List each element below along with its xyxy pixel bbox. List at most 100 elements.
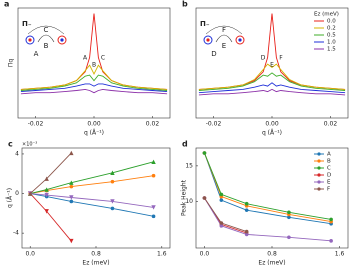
marker: [244, 232, 249, 237]
marker: [44, 209, 49, 214]
inset-schematic: Π₋ FED: [200, 20, 245, 58]
series-line: [20, 88, 168, 95]
series-line: [204, 197, 332, 242]
x-axis-label: Ez (meV): [82, 260, 109, 267]
legend-label: 0.5: [327, 33, 336, 39]
x-tick-label: 0.02: [146, 121, 160, 128]
marker: [69, 150, 74, 156]
marker: [44, 187, 49, 192]
x-axis-label: q (Å⁻¹): [84, 130, 104, 137]
valley-dot: [60, 38, 64, 42]
series-line: [20, 83, 168, 93]
panel-label: a: [4, 0, 9, 9]
marker: [151, 214, 156, 219]
marker: [244, 208, 249, 212]
series-line: [198, 88, 346, 96]
series-line: [204, 152, 332, 220]
inset-arrow: [37, 34, 55, 43]
marker: [219, 192, 224, 197]
legend-marker: [317, 159, 321, 163]
x-tick-label: 0.0: [25, 251, 35, 258]
marker: [110, 206, 115, 211]
marker: [151, 205, 156, 210]
inset-label: A: [34, 50, 39, 58]
legend-marker: [317, 180, 321, 184]
inset-label: F: [222, 26, 226, 34]
series-line: [204, 152, 332, 225]
marker: [219, 224, 224, 228]
series-line: [204, 152, 332, 223]
series-line: [20, 74, 168, 91]
peak-label: B: [92, 62, 96, 69]
x-tick-label: 0.0: [200, 251, 210, 258]
marker: [69, 180, 74, 185]
inset-label: C: [44, 26, 49, 34]
series-line: [30, 175, 154, 194]
x-tick-label: -0.02: [28, 121, 44, 128]
axis-multiplier: ×10⁻³: [22, 142, 37, 148]
legend-marker: [317, 152, 321, 156]
inset-arrow: [215, 34, 233, 43]
inset-loop: [27, 25, 65, 35]
x-tick-label: 0.02: [324, 121, 338, 128]
valley-dot: [206, 38, 210, 42]
y-axis-label: Peak Height: [181, 179, 188, 216]
legend-label: A: [327, 152, 331, 158]
inset-label: B: [44, 42, 49, 50]
y-tick-label: -4: [13, 230, 19, 237]
legend-label: F: [327, 187, 330, 193]
inset-label: E: [222, 42, 226, 50]
marker: [69, 199, 74, 204]
x-axis-label: q (Å⁻¹): [262, 130, 282, 137]
inset-title: Π₋: [22, 20, 32, 28]
peak-label: A: [83, 55, 88, 62]
legend-marker: [317, 166, 321, 170]
marker: [151, 173, 156, 178]
panel-label: d: [182, 140, 188, 149]
marker: [219, 198, 224, 202]
marker: [287, 215, 291, 220]
valley-dot: [28, 38, 32, 42]
series-line: [198, 63, 346, 90]
series-line: [198, 82, 346, 94]
marker: [151, 159, 156, 165]
series-line: [204, 197, 247, 232]
inset-loop: [205, 25, 243, 35]
y-tick-label: 4: [15, 150, 19, 157]
panel-label: b: [182, 0, 188, 9]
valley-ring: [203, 35, 213, 45]
x-tick-label: 1.6: [335, 251, 345, 258]
marker: [44, 192, 49, 198]
series-line: [30, 161, 154, 194]
panel-label: c: [8, 140, 13, 149]
x-axis-label: Ez (meV): [258, 260, 285, 267]
inset-label: D: [211, 50, 216, 58]
y-tick-label: 10: [185, 198, 193, 205]
valley-ring: [25, 35, 35, 45]
legend-label: C: [327, 166, 331, 172]
marker: [202, 151, 207, 155]
peak-label: E: [270, 62, 274, 69]
marker: [110, 170, 115, 175]
legend-label: 1.0: [327, 40, 336, 46]
legend-label: 0.0: [327, 19, 336, 25]
x-tick-label: 0.00: [265, 121, 279, 128]
series-line: [198, 72, 346, 91]
legend-label: D: [327, 173, 331, 179]
y-axis-label: q (Å⁻¹): [7, 188, 14, 208]
legend-label: 1.5: [327, 47, 336, 53]
peak-label: F: [279, 55, 283, 62]
legend-label: B: [327, 159, 331, 165]
x-tick-label: 0.8: [267, 251, 277, 258]
marker: [110, 199, 115, 204]
series-line: [20, 13, 168, 90]
marker: [69, 238, 74, 244]
valley-ring: [57, 35, 67, 45]
x-tick-label: 0.8: [91, 251, 101, 258]
legend-marker: [317, 173, 321, 177]
marker: [329, 217, 333, 222]
x-tick-label: -0.02: [206, 121, 222, 128]
plot-frame: [195, 147, 349, 249]
marker: [110, 179, 115, 184]
